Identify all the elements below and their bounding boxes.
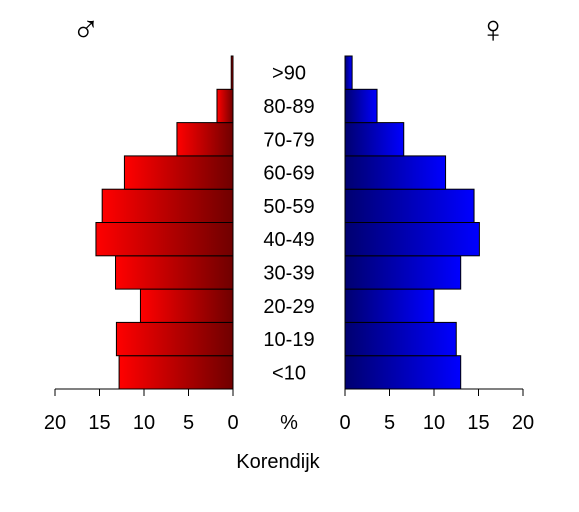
female-bars bbox=[344, 55, 480, 390]
male-bar-60-69 bbox=[123, 155, 234, 190]
age-label-70-79: 70-79 bbox=[263, 129, 314, 151]
tick-label: 10 bbox=[423, 412, 445, 434]
female-bar-40-49 bbox=[344, 222, 480, 257]
axis-ticks: 20 15 10 5 0 0 5 10 15 20 bbox=[44, 389, 534, 434]
male-bar-80-89 bbox=[216, 88, 234, 124]
age-label-20-29: 20-29 bbox=[263, 296, 314, 318]
age-label-<10: <10 bbox=[272, 362, 306, 384]
tick-label: 5 bbox=[384, 412, 395, 434]
female-bar->90 bbox=[344, 55, 353, 90]
age-label-60-69: 60-69 bbox=[263, 163, 314, 185]
female-symbol-icon: ♀ bbox=[479, 9, 508, 51]
age-label-80-89: 80-89 bbox=[263, 96, 314, 118]
tick-label: 15 bbox=[88, 412, 110, 434]
unit-label: % bbox=[280, 412, 298, 434]
male-bar-<10 bbox=[118, 355, 234, 390]
female-bar-60-69 bbox=[344, 155, 447, 190]
male-bar-10-19 bbox=[115, 321, 234, 357]
female-bar-70-79 bbox=[344, 122, 405, 157]
female-bar-10-19 bbox=[344, 321, 457, 357]
female-bar-20-29 bbox=[344, 288, 435, 323]
female-bar-80-89 bbox=[344, 88, 378, 124]
tick-label: 10 bbox=[133, 412, 155, 434]
female-bar-50-59 bbox=[344, 188, 475, 223]
age-label-30-39: 30-39 bbox=[263, 262, 314, 284]
tick-label: 20 bbox=[44, 412, 66, 434]
tick-label: 5 bbox=[183, 412, 194, 434]
tick-label: 15 bbox=[467, 412, 489, 434]
tick-label: 20 bbox=[512, 412, 534, 434]
age-label-50-59: 50-59 bbox=[263, 196, 314, 218]
female-bar-30-39 bbox=[344, 255, 462, 290]
male-bars bbox=[95, 55, 234, 390]
male-symbol-icon: ♂ bbox=[72, 9, 101, 51]
male-bar->90 bbox=[230, 55, 234, 90]
age-labels: <10 10-19 20-29 30-39 40-49 50-59 60-69 70-79 80… bbox=[263, 63, 314, 385]
male-bar-30-39 bbox=[115, 255, 234, 290]
male-bar-50-59 bbox=[101, 188, 234, 223]
male-bar-20-29 bbox=[139, 288, 234, 323]
tick-label: 0 bbox=[339, 412, 350, 434]
male-bar-40-49 bbox=[95, 222, 234, 257]
male-bar-70-79 bbox=[176, 122, 234, 157]
age-label-40-49: 40-49 bbox=[263, 229, 314, 251]
female-bar-<10 bbox=[344, 355, 462, 390]
tick-label: 0 bbox=[227, 412, 238, 434]
x-axis-label: Korendijk bbox=[236, 451, 320, 473]
age-label-10-19: 10-19 bbox=[263, 329, 314, 351]
age-label->90: >90 bbox=[272, 63, 306, 85]
